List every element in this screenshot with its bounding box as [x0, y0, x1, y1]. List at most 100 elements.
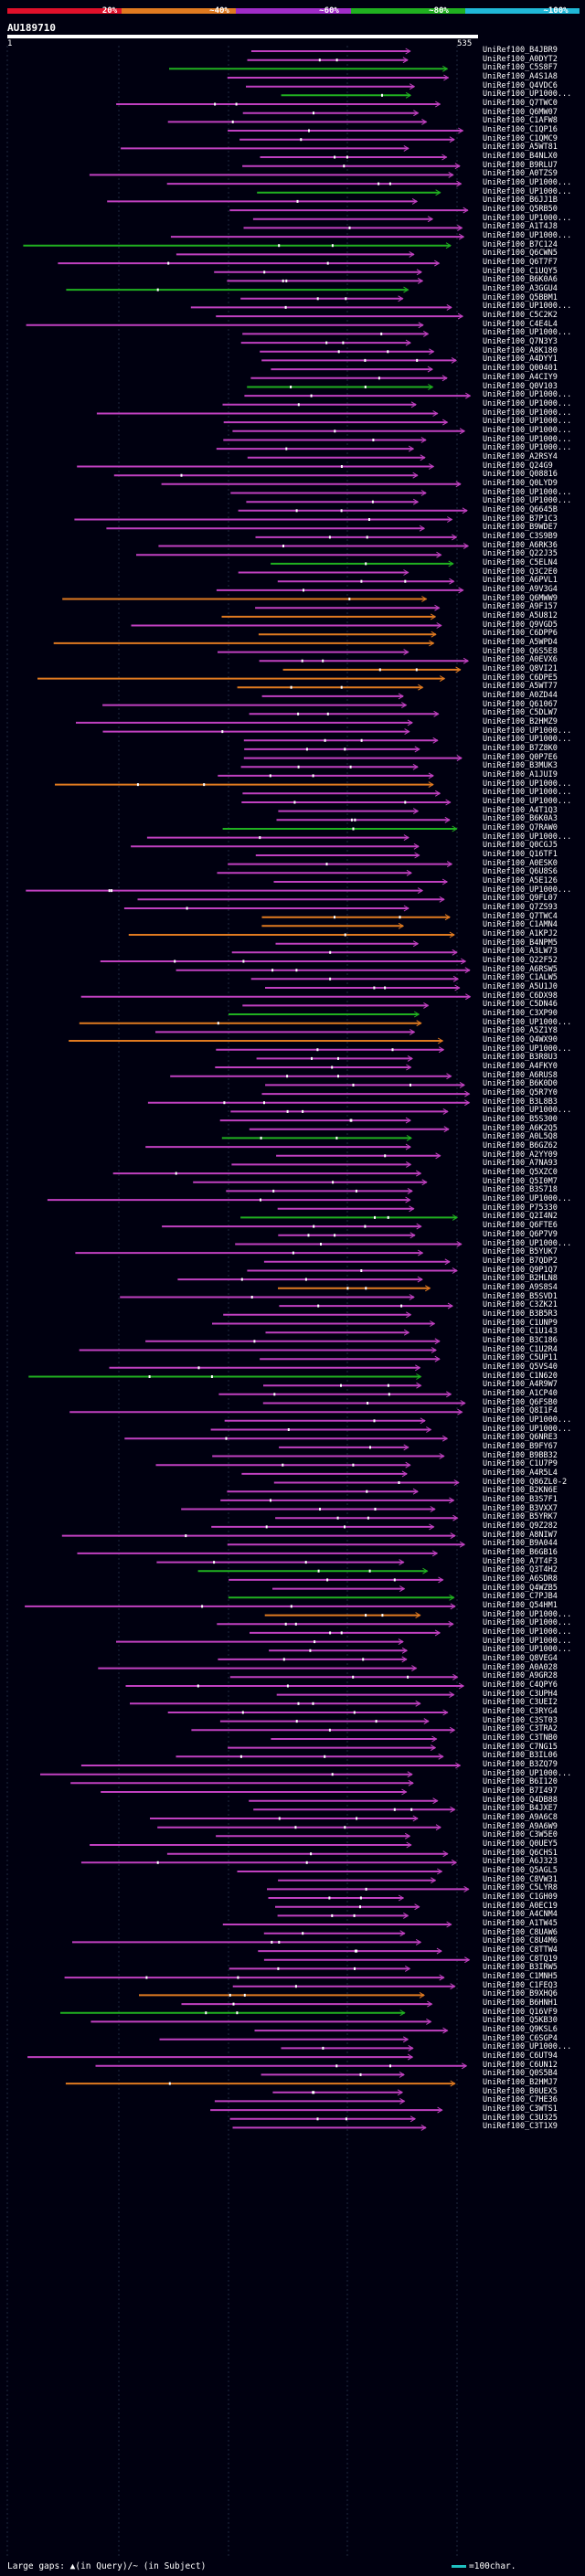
hit-label[interactable]: UniRef100_Q6MWW9: [483, 593, 558, 603]
hit-label[interactable]: UniRef100_B2HLN8: [483, 1274, 558, 1284]
hit-label[interactable]: UniRef100_C1ALW5: [483, 973, 558, 983]
hit-label[interactable]: UniRef100_A6J323: [483, 1857, 558, 1867]
hit-label[interactable]: UniRef100_Q5KB30: [483, 2016, 558, 2026]
hit-label[interactable]: UniRef100_C3XP90: [483, 1009, 558, 1018]
hit-label[interactable]: UniRef100_A0EC19: [483, 1901, 558, 1911]
hit-label[interactable]: UniRef100_C3UEI2: [483, 1698, 558, 1708]
hit-label[interactable]: UniRef100_B4NLX0: [483, 152, 558, 161]
hit-label[interactable]: UniRef100_B5SVD1: [483, 1291, 558, 1301]
hit-label[interactable]: UniRef100_C1U143: [483, 1327, 558, 1337]
hit-label[interactable]: UniRef100_A0DYT2: [483, 54, 558, 64]
hit-label[interactable]: UniRef100_A2RSY4: [483, 451, 558, 461]
hit-label[interactable]: UniRef100_B7P1C3: [483, 514, 558, 524]
hit-label[interactable]: UniRef100_B4JXE7: [483, 1804, 558, 1814]
hit-label[interactable]: UniRef100_UP1000...: [483, 1017, 572, 1027]
hit-label[interactable]: UniRef100_B3VXX7: [483, 1503, 558, 1513]
hit-label[interactable]: UniRef100_A1KPJ2: [483, 929, 558, 938]
hit-label[interactable]: UniRef100_A7NA93: [483, 1159, 558, 1169]
hit-label[interactable]: UniRef100_UP1000...: [483, 1044, 572, 1054]
hit-label[interactable]: UniRef100_A5U1J0: [483, 982, 558, 991]
hit-label[interactable]: UniRef100_Q16VF9: [483, 2007, 558, 2017]
hit-label[interactable]: UniRef100_UP1000...: [483, 1415, 572, 1425]
hit-label[interactable]: UniRef100_A9S8S4: [483, 1282, 558, 1292]
hit-label[interactable]: UniRef100_C3T1X9: [483, 2122, 558, 2132]
hit-label[interactable]: UniRef100_UP1000...: [483, 390, 572, 400]
hit-label[interactable]: UniRef100_UP1000...: [483, 797, 572, 806]
hit-label[interactable]: UniRef100_A2YY09: [483, 1150, 558, 1160]
hit-label[interactable]: UniRef100_C1MNH5: [483, 1972, 558, 1982]
hit-label[interactable]: UniRef100_Q2I4N2: [483, 1212, 558, 1222]
hit-label[interactable]: UniRef100_B6K0A6: [483, 275, 558, 285]
hit-label[interactable]: UniRef100_UP1000...: [483, 832, 572, 842]
hit-label[interactable]: UniRef100_Q08816: [483, 470, 558, 480]
hit-label[interactable]: UniRef100_C8VW31: [483, 1874, 558, 1884]
hit-label[interactable]: UniRef100_A4R5L4: [483, 1468, 558, 1478]
hit-label[interactable]: UniRef100_Q5RB50: [483, 205, 558, 215]
hit-label[interactable]: UniRef100_B9RLU7: [483, 160, 558, 170]
hit-label[interactable]: UniRef100_C3ST03: [483, 1715, 558, 1725]
hit-label[interactable]: UniRef100_Q5VS40: [483, 1362, 558, 1372]
hit-label[interactable]: UniRef100_A0ESK0: [483, 858, 558, 868]
hit-label[interactable]: UniRef100_C5C2K2: [483, 311, 558, 321]
hit-label[interactable]: UniRef100_A5U812: [483, 610, 558, 620]
hit-label[interactable]: UniRef100_C3ZK21: [483, 1300, 558, 1310]
hit-label[interactable]: UniRef100_C5UP11: [483, 1353, 558, 1363]
hit-label[interactable]: UniRef100_C6DPE5: [483, 673, 558, 683]
hit-label[interactable]: UniRef100_Q7N3Y3: [483, 337, 558, 347]
hit-label[interactable]: UniRef100_C8UAW6: [483, 1927, 558, 1937]
hit-label[interactable]: UniRef100_B4JBR9: [483, 46, 558, 55]
hit-label[interactable]: UniRef100_Q6CWN5: [483, 249, 558, 259]
hit-label[interactable]: UniRef100_B6JJ1B: [483, 196, 558, 206]
hit-label[interactable]: UniRef100_Q7TWC0: [483, 99, 558, 108]
hit-label[interactable]: UniRef100_UP1000...: [483, 1609, 572, 1619]
hit-label[interactable]: UniRef100_Q16TF1: [483, 850, 558, 859]
hit-label[interactable]: UniRef100_A0A028: [483, 1662, 558, 1672]
hit-label[interactable]: UniRef100_A4T1Q3: [483, 805, 558, 815]
hit-label[interactable]: UniRef100_C1UQY5: [483, 266, 558, 276]
hit-label[interactable]: UniRef100_UP1000...: [483, 434, 572, 444]
hit-label[interactable]: UniRef100_A9A6W9: [483, 1821, 558, 1831]
hit-label[interactable]: UniRef100_B3ZQ79: [483, 1760, 558, 1769]
hit-label[interactable]: UniRef100_Q4DB88: [483, 1795, 558, 1805]
hit-label[interactable]: UniRef100_A4S1A8: [483, 72, 558, 81]
hit-label[interactable]: UniRef100_B0UEX5: [483, 2086, 558, 2096]
hit-label[interactable]: UniRef100_Q5R7Y0: [483, 1088, 558, 1098]
hit-label[interactable]: UniRef100_A5WT77: [483, 682, 558, 692]
hit-label[interactable]: UniRef100_A6RSW5: [483, 964, 558, 974]
hit-label[interactable]: UniRef100_Q6U8S6: [483, 867, 558, 877]
hit-label[interactable]: UniRef100_B3S718: [483, 1185, 558, 1195]
hit-label[interactable]: UniRef100_A0EVX6: [483, 655, 558, 665]
hit-label[interactable]: UniRef100_Q7TWC4: [483, 911, 558, 921]
hit-label[interactable]: UniRef100_A4DYY1: [483, 355, 558, 365]
hit-label[interactable]: UniRef100_Q9VGD5: [483, 620, 558, 630]
hit-label[interactable]: UniRef100_C1FEQ3: [483, 1980, 558, 1990]
hit-label[interactable]: UniRef100_C8TTW4: [483, 1945, 558, 1956]
hit-label[interactable]: UniRef100_B2KN6E: [483, 1486, 558, 1496]
hit-label[interactable]: UniRef100_P75330: [483, 1203, 558, 1213]
hit-label[interactable]: UniRef100_B6K0A3: [483, 814, 558, 824]
hit-label[interactable]: UniRef100_Q4VDC6: [483, 80, 558, 90]
hit-label[interactable]: UniRef100_B3IRW5: [483, 1963, 558, 1973]
hit-label[interactable]: UniRef100_B3MUK3: [483, 761, 558, 771]
hit-label[interactable]: UniRef100_A8NIW7: [483, 1530, 558, 1540]
hit-label[interactable]: UniRef100_A4CIY9: [483, 372, 558, 382]
hit-label[interactable]: UniRef100_Q7ZS93: [483, 903, 558, 912]
hit-label[interactable]: UniRef100_A1JUI9: [483, 769, 558, 779]
hit-label[interactable]: UniRef100_C5LYR8: [483, 1883, 558, 1893]
hit-label[interactable]: UniRef100_A0L5Q8: [483, 1132, 558, 1142]
hit-label[interactable]: UniRef100_UP1000...: [483, 1768, 572, 1778]
hit-label[interactable]: UniRef100_A6K2Q5: [483, 1123, 558, 1133]
hit-label[interactable]: UniRef100_C6DPP6: [483, 629, 558, 639]
hit-label[interactable]: UniRef100_C1AFW8: [483, 116, 558, 126]
hit-label[interactable]: UniRef100_UP1000...: [483, 2042, 572, 2052]
hit-label[interactable]: UniRef100_C3S9B9: [483, 531, 558, 541]
hit-label[interactable]: UniRef100_Q8VI21: [483, 663, 558, 673]
hit-label[interactable]: UniRef100_B6HNH1: [483, 1998, 558, 2009]
hit-label[interactable]: UniRef100_UP1000...: [483, 1106, 572, 1116]
hit-label[interactable]: UniRef100_Q00401: [483, 364, 558, 374]
hit-label[interactable]: UniRef100_Q9FL07: [483, 894, 558, 904]
hit-label[interactable]: UniRef100_Q54HM1: [483, 1600, 558, 1610]
hit-label[interactable]: UniRef100_UP1000...: [483, 425, 572, 435]
hit-label[interactable]: UniRef100_A6SDR8: [483, 1574, 558, 1584]
hit-label[interactable]: UniRef100_C5DN46: [483, 1000, 558, 1010]
